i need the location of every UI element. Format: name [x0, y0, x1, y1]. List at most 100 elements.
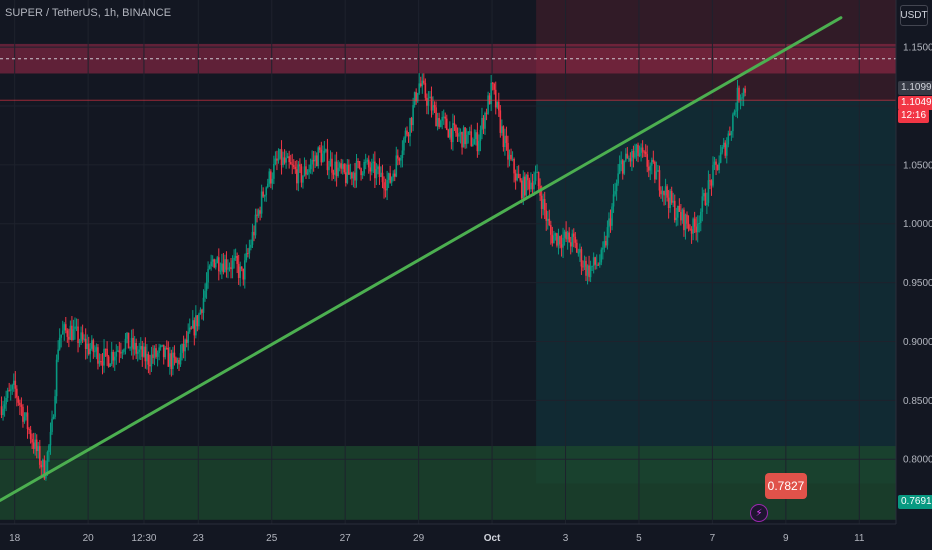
candle-body [120, 352, 122, 354]
candle-body [725, 144, 728, 156]
candle-body [152, 354, 154, 358]
time-tick-label: 5 [636, 533, 642, 544]
candle-body [35, 439, 38, 452]
candle-body [678, 205, 681, 212]
candle-body [285, 157, 287, 163]
candle-body [461, 132, 463, 148]
grid-layer [0, 0, 896, 524]
candle-body [112, 351, 115, 361]
candle-body [733, 111, 736, 115]
candle-body [392, 173, 395, 178]
candle-body [556, 233, 558, 246]
candle-body [713, 161, 716, 165]
candle-body [626, 153, 629, 159]
candle-body [274, 158, 277, 165]
candle-body [647, 166, 650, 171]
candle-body [395, 155, 398, 177]
candle-body [328, 166, 330, 171]
candle-body [499, 110, 502, 133]
candle-body [113, 356, 116, 361]
candle-body [429, 96, 431, 99]
candle-body [340, 163, 343, 169]
candle-body [135, 342, 137, 354]
candle-body [551, 234, 554, 244]
candle-body [118, 350, 121, 353]
time-tick-label: 12:30 [131, 533, 156, 544]
candle-body [208, 266, 211, 269]
candle-body [89, 348, 92, 355]
candle-body [348, 164, 350, 175]
candle-body [81, 332, 84, 340]
candle-body [680, 211, 682, 221]
candle-body [280, 149, 283, 166]
candle-body [389, 173, 391, 183]
support-price-tag: 0.7691 [898, 495, 932, 509]
candle-body [377, 166, 379, 170]
candle-body [214, 262, 217, 268]
time-tick-label: Oct [484, 533, 501, 544]
candle-body [651, 159, 653, 166]
candle-body [718, 162, 720, 171]
candle-body [233, 257, 235, 261]
candle-body [296, 169, 298, 184]
candle-body [300, 166, 303, 183]
candle-body [213, 259, 216, 268]
candle-body [418, 83, 421, 94]
target-callout: 0.7827 [765, 473, 807, 499]
candle-body [467, 131, 469, 135]
candles-layer [0, 73, 746, 481]
candle-body [55, 359, 58, 397]
candle-body [64, 324, 67, 331]
candle-body [91, 340, 93, 349]
candle-body [430, 96, 433, 111]
candle-body [37, 446, 40, 452]
candle-body [260, 191, 263, 214]
candle-body [277, 158, 280, 161]
candle-body [383, 182, 385, 189]
candle-body [337, 167, 339, 177]
lightning-icon[interactable]: ⚡ [750, 504, 768, 522]
candle-body [693, 218, 696, 227]
candle-body [568, 232, 570, 243]
candle-body [673, 200, 676, 221]
candle-body [265, 187, 268, 196]
candle-body [225, 259, 228, 270]
time-tick-label: 11 [854, 533, 865, 544]
candle-body [251, 231, 254, 245]
candle-body [43, 459, 46, 479]
candle-body [716, 164, 719, 171]
candle-body [323, 150, 326, 154]
candle-body [149, 364, 151, 367]
candle-body [444, 116, 447, 119]
candle-body [270, 171, 272, 184]
candle-body [677, 205, 679, 218]
candle-body [221, 263, 223, 271]
candle-body [710, 180, 713, 186]
candle-body [306, 172, 309, 175]
time-tick-label: 3 [563, 533, 569, 544]
candle-body [635, 144, 638, 153]
currency-button[interactable]: USDT [900, 5, 928, 26]
candle-body [631, 150, 633, 162]
candle-body [198, 314, 200, 327]
candle-body [640, 147, 642, 154]
candle-body [401, 150, 404, 158]
candle-body [352, 172, 355, 179]
candle-body [344, 172, 347, 183]
candle-body [332, 172, 335, 175]
candle-body [291, 164, 294, 166]
candle-body [527, 174, 529, 181]
candle-body [144, 346, 147, 362]
candle-body [176, 360, 179, 363]
candle-body [146, 354, 148, 362]
candle-body [68, 336, 70, 340]
candle-body [660, 190, 662, 195]
candle-body [74, 326, 76, 330]
candle-body [684, 214, 687, 231]
candle-body [318, 147, 321, 150]
candle-body [279, 149, 281, 159]
candle-body [20, 405, 23, 407]
candle-body [557, 236, 560, 246]
candle-body [424, 83, 427, 98]
